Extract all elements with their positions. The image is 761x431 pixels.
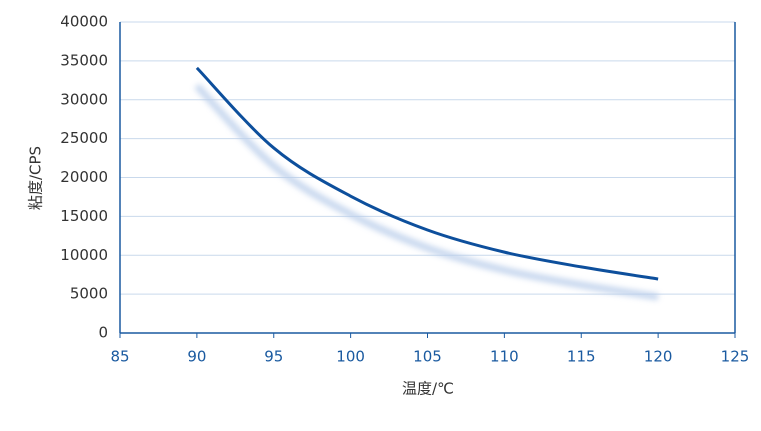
line (195, 66, 659, 281)
y-tick-label: 5000 (70, 285, 108, 303)
x-tick-label: 100 (336, 348, 365, 366)
y-tick-label: 40000 (60, 13, 108, 31)
x-tick-label: 95 (264, 348, 283, 366)
y-tick-label: 30000 (60, 90, 108, 108)
x-axis-label: 温度/℃ (402, 380, 454, 398)
x-tick-label: 125 (721, 348, 750, 366)
y-tick-label: 10000 (60, 246, 108, 264)
y-tick-label: 15000 (60, 207, 108, 225)
y-tick-label: 35000 (60, 51, 108, 69)
y-tick-label: 20000 (60, 168, 108, 186)
x-tick-label: 105 (413, 348, 442, 366)
line-shadow (194, 83, 659, 301)
x-tick-label: 90 (187, 348, 206, 366)
x-tick-label: 120 (644, 348, 673, 366)
y-tick-label: 25000 (60, 129, 108, 147)
x-tick-label: 110 (490, 348, 519, 366)
x-tick-label: 85 (110, 348, 129, 366)
x-tick-label: 115 (567, 348, 596, 366)
y-axis-label: 粘度/CPS (27, 146, 45, 210)
y-tick-label: 0 (98, 324, 108, 342)
